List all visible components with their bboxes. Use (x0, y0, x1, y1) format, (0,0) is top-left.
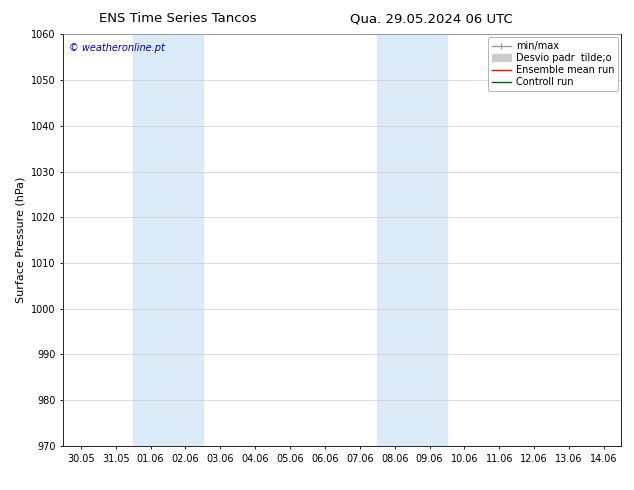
Bar (133, 34, 203, 446)
Legend: min/max, Desvio padr  tilde;o, Ensemble mean run, Controll run: min/max, Desvio padr tilde;o, Ensemble m… (488, 37, 618, 91)
Text: Qua. 29.05.2024 06 UTC: Qua. 29.05.2024 06 UTC (350, 12, 512, 25)
Text: ENS Time Series Tancos: ENS Time Series Tancos (99, 12, 256, 25)
Bar (377, 34, 447, 446)
Y-axis label: Surface Pressure (hPa): Surface Pressure (hPa) (16, 177, 25, 303)
Text: © weatheronline.pt: © weatheronline.pt (69, 43, 165, 52)
